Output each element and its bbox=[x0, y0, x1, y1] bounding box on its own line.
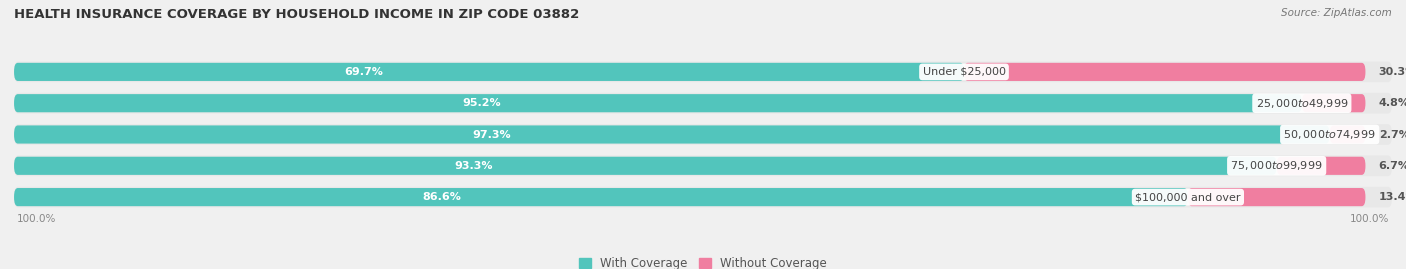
FancyBboxPatch shape bbox=[14, 187, 1392, 207]
Text: $50,000 to $74,999: $50,000 to $74,999 bbox=[1284, 128, 1376, 141]
FancyBboxPatch shape bbox=[14, 94, 1302, 112]
FancyBboxPatch shape bbox=[14, 188, 1188, 206]
FancyBboxPatch shape bbox=[14, 125, 1330, 144]
FancyBboxPatch shape bbox=[14, 155, 1392, 176]
Text: $100,000 and over: $100,000 and over bbox=[1135, 192, 1240, 202]
Text: 2.7%: 2.7% bbox=[1379, 129, 1406, 140]
Text: 95.2%: 95.2% bbox=[463, 98, 502, 108]
FancyBboxPatch shape bbox=[14, 124, 1392, 145]
Text: 100.0%: 100.0% bbox=[17, 214, 56, 224]
FancyBboxPatch shape bbox=[1302, 94, 1365, 112]
Text: 6.7%: 6.7% bbox=[1379, 161, 1406, 171]
Text: Under $25,000: Under $25,000 bbox=[922, 67, 1005, 77]
Text: 86.6%: 86.6% bbox=[423, 192, 461, 202]
FancyBboxPatch shape bbox=[1330, 125, 1365, 144]
Text: $25,000 to $49,999: $25,000 to $49,999 bbox=[1256, 97, 1348, 110]
Text: 97.3%: 97.3% bbox=[472, 129, 510, 140]
Text: HEALTH INSURANCE COVERAGE BY HOUSEHOLD INCOME IN ZIP CODE 03882: HEALTH INSURANCE COVERAGE BY HOUSEHOLD I… bbox=[14, 8, 579, 21]
Text: 93.3%: 93.3% bbox=[454, 161, 492, 171]
Text: 69.7%: 69.7% bbox=[344, 67, 384, 77]
FancyBboxPatch shape bbox=[1277, 157, 1365, 175]
FancyBboxPatch shape bbox=[1188, 188, 1365, 206]
Text: 100.0%: 100.0% bbox=[1350, 214, 1389, 224]
Text: 13.4%: 13.4% bbox=[1379, 192, 1406, 202]
Text: 30.3%: 30.3% bbox=[1379, 67, 1406, 77]
Text: 4.8%: 4.8% bbox=[1379, 98, 1406, 108]
Text: Source: ZipAtlas.com: Source: ZipAtlas.com bbox=[1281, 8, 1392, 18]
FancyBboxPatch shape bbox=[14, 62, 1392, 82]
FancyBboxPatch shape bbox=[14, 63, 965, 81]
Legend: With Coverage, Without Coverage: With Coverage, Without Coverage bbox=[574, 253, 832, 269]
FancyBboxPatch shape bbox=[14, 157, 1277, 175]
FancyBboxPatch shape bbox=[965, 63, 1365, 81]
FancyBboxPatch shape bbox=[14, 93, 1392, 114]
Text: $75,000 to $99,999: $75,000 to $99,999 bbox=[1230, 159, 1323, 172]
